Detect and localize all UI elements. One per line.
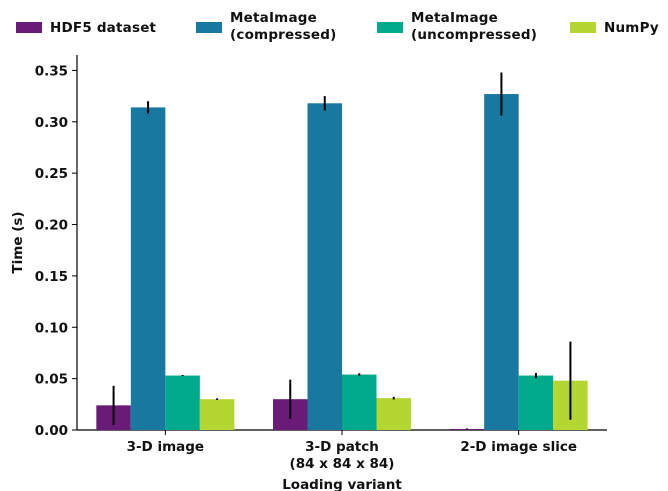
bar	[130, 107, 166, 430]
x-tick-label: (84 x 84 x 84)	[290, 456, 395, 472]
legend-swatch	[570, 22, 596, 33]
legend: HDF5 dataset MetaImage (compressed) MetaIm…	[0, 10, 668, 50]
x-tick-label: 2-D image slice	[460, 439, 577, 455]
legend-label: MetaImage (uncompressed)	[411, 10, 538, 43]
y-tick-label: 0.25	[35, 166, 68, 182]
bar	[199, 399, 235, 430]
bar	[165, 375, 200, 430]
legend-item: MetaImage (compressed)	[196, 10, 336, 44]
legend-item: HDF5 dataset	[16, 10, 156, 37]
bar	[518, 375, 554, 430]
legend-item: NumPy	[570, 10, 659, 37]
legend-swatch	[377, 22, 403, 33]
y-tick-label: 0.00	[35, 423, 68, 439]
legend-label: HDF5 dataset	[50, 20, 157, 36]
legend-item: MetaImage (uncompressed)	[377, 10, 537, 44]
bar	[342, 374, 377, 430]
y-tick-label: 0.10	[35, 320, 68, 336]
bar	[307, 103, 342, 431]
y-tick-label: 0.35	[35, 63, 68, 79]
x-axis-label: Loading variant	[282, 477, 402, 491]
x-tick-label: 3-D image	[127, 439, 205, 455]
legend-swatch	[16, 22, 42, 33]
legend-label: NumPy	[604, 20, 659, 36]
bar	[484, 94, 519, 430]
bar	[376, 398, 411, 430]
x-tick-label: 3-D patch	[305, 439, 379, 455]
y-axis-label: Time (s)	[10, 211, 26, 273]
y-tick-label: 0.15	[35, 269, 68, 285]
legend-label: MetaImage (compressed)	[230, 10, 337, 43]
y-tick-label: 0.05	[35, 372, 68, 388]
legend-swatch	[196, 22, 222, 33]
y-tick-label: 0.30	[35, 115, 68, 131]
y-tick-label: 0.20	[35, 218, 68, 234]
